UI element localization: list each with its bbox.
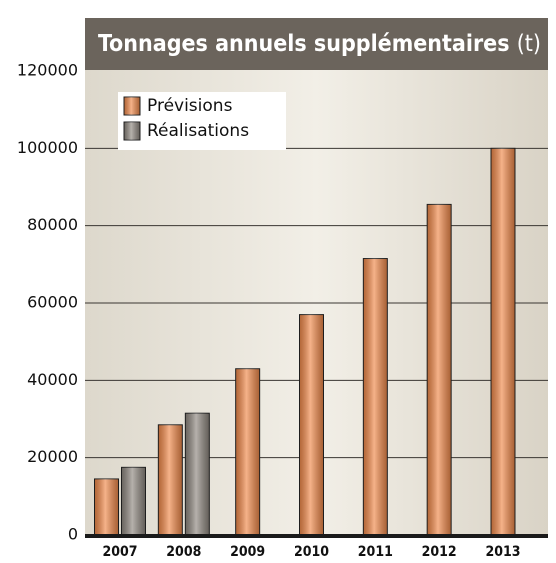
x-axis (85, 534, 548, 538)
bar-shine (121, 467, 146, 535)
legend-box (118, 92, 286, 150)
bar-shine (299, 314, 324, 535)
y-tick-label: 40000 (27, 370, 78, 389)
x-tick-label: 2012 (422, 544, 457, 560)
bar-shine (185, 413, 210, 535)
y-tick-label: 100000 (17, 138, 78, 157)
bar-shine (363, 258, 388, 535)
y-tick-label: 120000 (17, 61, 78, 80)
y-tick-label: 0 (68, 525, 78, 544)
y-tick-label: 20000 (27, 447, 78, 466)
x-tick-label: 2009 (230, 544, 265, 560)
chart-title: Tonnages annuels supplémentaires (t) (98, 31, 541, 57)
x-tick-label: 2008 (166, 544, 201, 560)
bar-shine (491, 148, 515, 536)
title-unit: (t) (517, 31, 541, 57)
legend-swatch-shine (124, 122, 140, 140)
y-tick-label: 80000 (27, 215, 78, 234)
bar-shine (427, 204, 452, 535)
x-tick-label: 2010 (294, 544, 329, 560)
title-text: Tonnages annuels supplémentaires (98, 31, 510, 57)
legend-label: Réalisations (147, 121, 249, 141)
legend-label: Prévisions (147, 96, 233, 116)
x-tick-label: 2007 (102, 544, 137, 560)
y-tick-label: 60000 (27, 293, 78, 312)
x-tick-label: 2011 (358, 544, 393, 560)
legend: Prévisions Réalisations (118, 92, 286, 150)
x-tick-label: 2013 (485, 544, 520, 560)
title-band (85, 18, 548, 70)
bar-shine (94, 478, 119, 535)
bar-shine (235, 368, 260, 535)
legend-swatch-shine (124, 97, 140, 115)
bar-shine (158, 424, 183, 535)
